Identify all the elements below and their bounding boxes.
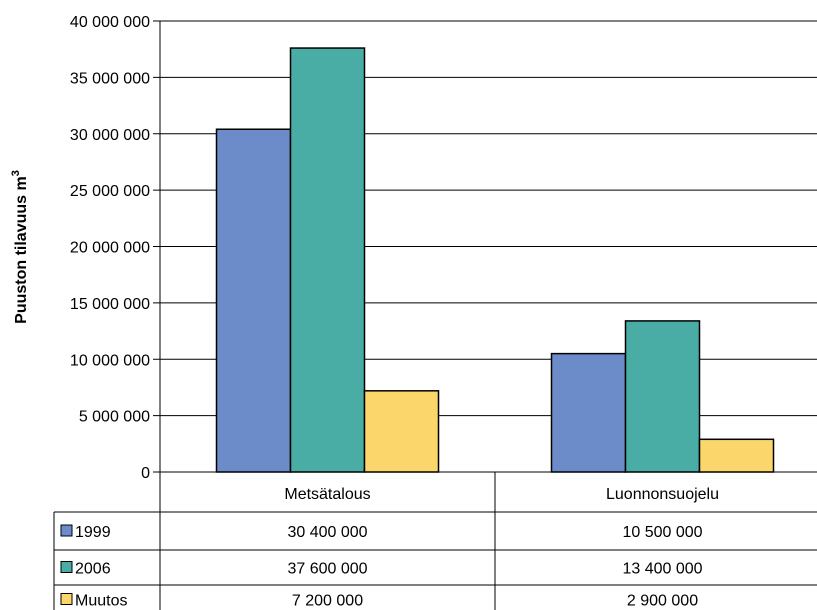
legend-label: 1999 <box>75 524 111 541</box>
y-tick-label: 25 000 000 <box>70 183 150 200</box>
data-label: 13 400 000 <box>622 561 702 578</box>
y-tick-label: 5 000 000 <box>79 409 150 426</box>
bar <box>289 47 366 473</box>
legend-swatch <box>60 593 73 605</box>
bar <box>698 438 775 473</box>
bar <box>624 320 701 473</box>
y-tick-label: 30 000 000 <box>70 127 150 144</box>
bar <box>363 390 440 473</box>
category-label: Metsätalous <box>284 486 370 503</box>
y-tick-label: 10 000 000 <box>70 352 150 369</box>
bars <box>215 47 775 473</box>
y-tick-label: 20 000 000 <box>70 240 150 257</box>
y-axis-title-superscript: 3 <box>10 170 22 176</box>
data-label: 10 500 000 <box>622 524 702 541</box>
legend-swatch <box>60 524 73 537</box>
category-label: Luonnonsuojelu <box>606 486 719 503</box>
y-tick-label: 15 000 000 <box>70 296 150 313</box>
y-axis-title: Puuston tilavuus m3 <box>10 170 30 324</box>
data-label: 2 900 000 <box>627 593 698 610</box>
legend-swatch <box>60 561 73 573</box>
y-axis: 0 5 000 000 10 000 000 15 000 000 20 000 000… <box>70 14 161 482</box>
data-label: 37 600 000 <box>287 561 367 578</box>
legend-label: 2006 <box>75 561 111 578</box>
data-label: 30 400 000 <box>287 524 367 541</box>
data-label: 7 200 000 <box>292 593 363 610</box>
y-tick-label: 40 000 000 <box>70 14 150 31</box>
y-tick-label: 0 <box>141 465 150 482</box>
bar <box>215 128 292 473</box>
bar <box>550 352 627 473</box>
data-table: Metsätalous Luonnonsuojelu 1999 30 400 000 1… <box>53 472 817 610</box>
y-axis-title-text: Puuston tilavuus m <box>13 176 30 324</box>
legend-label: Muutos <box>75 593 127 610</box>
y-tick-label: 35 000 000 <box>70 70 150 87</box>
